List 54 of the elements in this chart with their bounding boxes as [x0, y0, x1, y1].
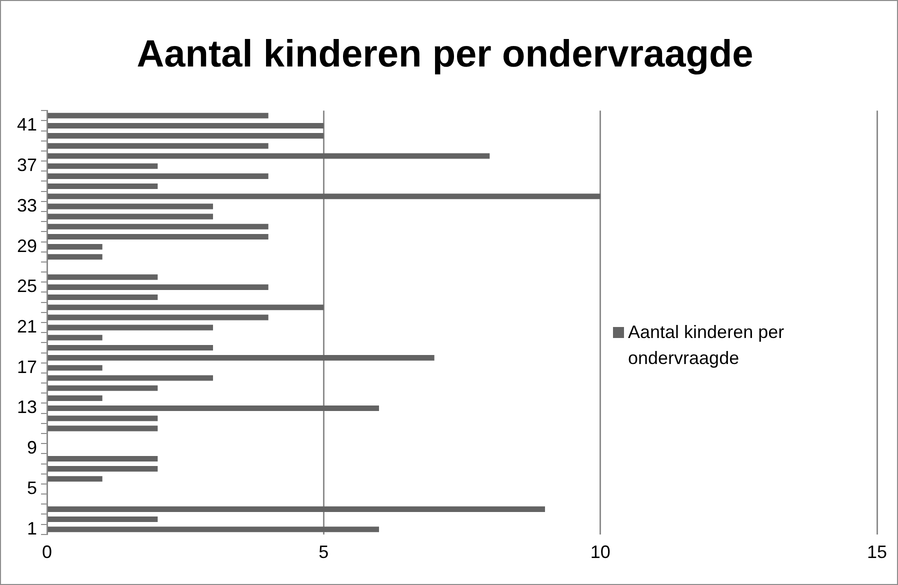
bar [48, 274, 158, 280]
bar [48, 314, 268, 320]
y-tick-label: 21 [16, 316, 38, 337]
bar [48, 365, 102, 371]
bar [48, 334, 102, 340]
bar [48, 304, 324, 310]
bar [48, 234, 268, 240]
bar [48, 426, 158, 432]
y-tick-label: 13 [16, 397, 38, 418]
bar [48, 284, 268, 290]
bar [48, 324, 214, 330]
bar [48, 476, 102, 482]
y-tick-label: 41 [16, 114, 38, 135]
y-tick-label: 29 [16, 236, 38, 256]
bar [48, 194, 600, 200]
y-tick-label: 9 [27, 438, 38, 458]
bar [48, 204, 214, 210]
bar [48, 294, 158, 300]
bar [48, 526, 380, 532]
bar [48, 355, 434, 361]
bar [48, 506, 546, 512]
y-tick-label: 33 [16, 195, 38, 216]
bar [48, 143, 268, 149]
x-tick-label: 10 [590, 542, 610, 562]
bar [48, 405, 380, 412]
x-tick-label: 5 [318, 542, 329, 562]
bar [48, 395, 102, 401]
bar [48, 173, 268, 179]
bar [48, 375, 214, 381]
bar [48, 466, 158, 472]
y-tick-label: 37 [16, 155, 38, 176]
bar [48, 254, 102, 260]
bar [48, 163, 158, 169]
x-tick-label: 15 [866, 542, 888, 562]
bar [48, 153, 490, 159]
bar [48, 133, 324, 139]
bar [48, 344, 214, 350]
bar [48, 184, 158, 190]
chart-title: Aantal kinderen per ondervraagde [136, 33, 754, 76]
x-tick-label: 0 [42, 542, 52, 562]
bar [48, 456, 158, 462]
bar [48, 112, 268, 118]
bar [48, 244, 102, 250]
bar [48, 416, 158, 422]
bar [48, 516, 158, 522]
y-tick-label: 1 [27, 518, 38, 538]
legend-label: Aantal kinderen per ondervraagde [628, 321, 786, 370]
bar [48, 385, 158, 391]
y-tick-label: 25 [16, 276, 38, 296]
y-tick-label: 5 [27, 478, 38, 498]
bar [48, 224, 268, 230]
bar [48, 214, 214, 220]
bar [48, 122, 324, 129]
y-tick-label: 17 [16, 356, 38, 377]
